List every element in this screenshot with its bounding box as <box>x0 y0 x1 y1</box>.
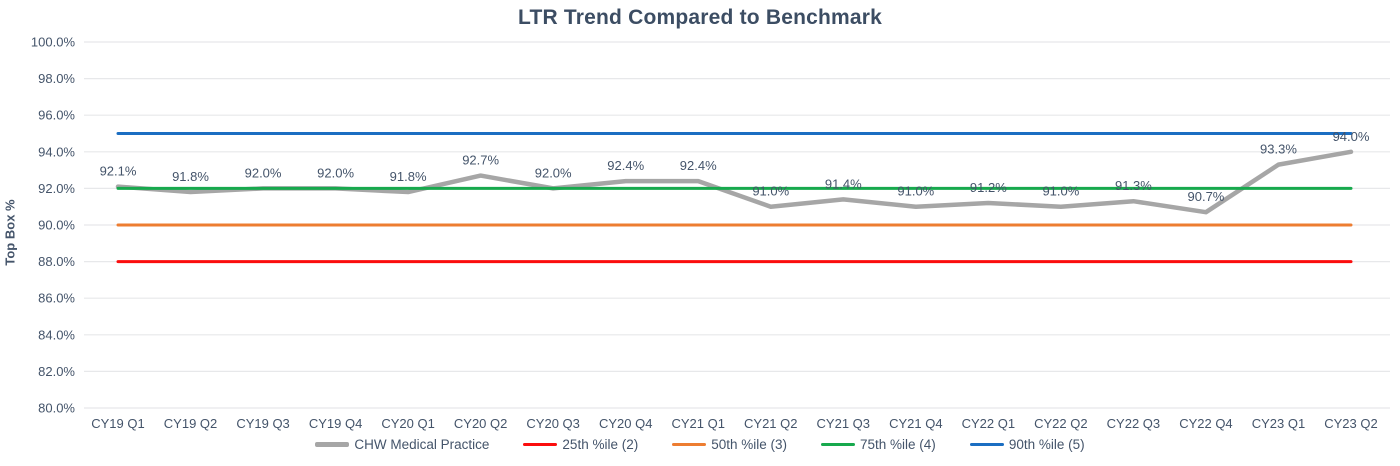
chart-canvas: 100.0% 98.0% 96.0% 94.0% 92.0% 90.0% 88.0% 86.0… <box>31 35 1390 431</box>
y-tick-label: 98.0% <box>38 71 75 86</box>
x-tick-label: CY20 Q4 <box>599 416 652 431</box>
data-label: 92.0% <box>245 165 282 180</box>
x-tick-label: CY20 Q2 <box>454 416 507 431</box>
x-tick-label: CY22 Q1 <box>962 416 1015 431</box>
data-label: 91.3% <box>1115 178 1152 193</box>
data-label: 92.4% <box>607 158 644 173</box>
x-tick-label: CY20 Q3 <box>526 416 579 431</box>
y-tick-label: 96.0% <box>38 108 75 123</box>
x-tick-label: CY19 Q1 <box>91 416 144 431</box>
data-label: 91.0% <box>752 184 789 199</box>
chart-legend: CHW Medical Practice 25th %ile (2) 50th %i… <box>0 437 1400 452</box>
legend-line-swatch <box>315 442 350 447</box>
chart-title: LTR Trend Compared to Benchmark <box>517 6 883 29</box>
y-tick-label: 94.0% <box>38 144 75 159</box>
data-label: 91.8% <box>172 169 209 184</box>
x-tick-label: CY23 Q2 <box>1324 416 1377 431</box>
x-tick-label: CY23 Q1 <box>1252 416 1305 431</box>
series-line <box>115 149 1354 215</box>
data-label: 92.0% <box>317 165 354 180</box>
data-label: 91.0% <box>897 184 934 199</box>
data-label: 91.2% <box>970 180 1007 195</box>
legend-label: CHW Medical Practice <box>354 437 490 452</box>
y-tick-label: 86.0% <box>38 291 75 306</box>
data-label: 90.7% <box>1188 189 1225 204</box>
legend-line-swatch <box>969 442 1004 447</box>
x-tick-label: CY19 Q2 <box>164 416 217 431</box>
x-tick-label: CY21 Q4 <box>889 416 942 431</box>
x-tick-label: CY22 Q3 <box>1107 416 1160 431</box>
data-label: 92.4% <box>680 158 717 173</box>
y-tick-label: 84.0% <box>38 327 75 342</box>
data-label: 94.0% <box>1333 129 1370 144</box>
data-label: 92.0% <box>535 165 572 180</box>
legend-label: 90th %ile (5) <box>1008 437 1085 452</box>
y-tick-label: 80.0% <box>38 401 75 416</box>
legend-item: 25th %ile (2) <box>523 437 638 452</box>
data-label: 92.7% <box>462 153 499 168</box>
legend-label: 25th %ile (2) <box>562 437 639 452</box>
legend-label: 75th %ile (4) <box>860 437 936 452</box>
legend-item: 90th %ile (5) <box>969 437 1085 452</box>
x-tick-label: CY22 Q2 <box>1034 416 1087 431</box>
x-tick-label: CY19 Q3 <box>236 416 289 431</box>
legend-item: 50th %ile (3) <box>672 437 787 452</box>
x-tick-label: CY20 Q1 <box>381 416 434 431</box>
y-tick-label: 92.0% <box>38 181 75 196</box>
data-label: 91.4% <box>825 176 862 191</box>
legend-item: CHW Medical Practice <box>315 437 489 452</box>
data-label: 91.0% <box>1042 184 1079 199</box>
x-tick-label: CY21 Q2 <box>744 416 797 431</box>
y-tick-label: 88.0% <box>38 254 75 269</box>
data-label: 92.1% <box>100 164 137 179</box>
legend-line-swatch <box>523 442 558 447</box>
legend-line-swatch <box>672 442 707 447</box>
y-tick-label: 90.0% <box>38 218 75 233</box>
y-tick-label: 82.0% <box>38 364 75 379</box>
x-tick-label: CY21 Q1 <box>671 416 724 431</box>
x-tick-label: CY19 Q4 <box>309 416 362 431</box>
legend-label: 50th %ile (3) <box>711 437 788 452</box>
y-tick-label: 100.0% <box>31 35 76 50</box>
x-tick-label: CY21 Q3 <box>817 416 870 431</box>
data-label: 93.3% <box>1260 142 1297 157</box>
x-tick-label: CY22 Q4 <box>1179 416 1232 431</box>
legend-line-swatch <box>821 442 856 447</box>
legend-item: 75th %ile (4) <box>821 437 936 452</box>
data-label: 91.8% <box>390 169 427 184</box>
